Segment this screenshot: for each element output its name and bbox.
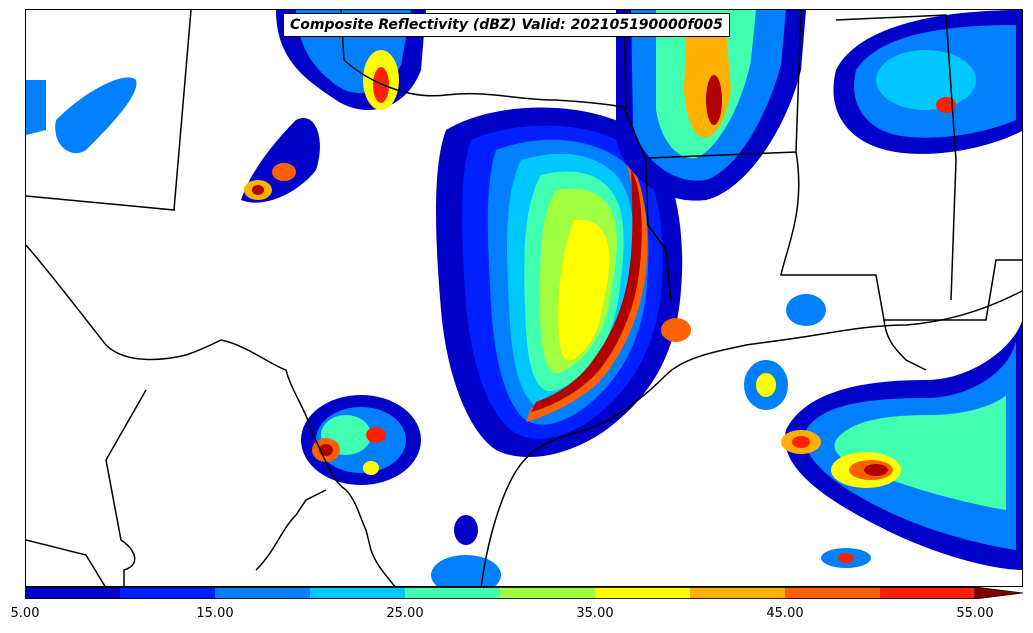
colorbar-segment	[690, 587, 786, 599]
colorbar	[25, 587, 1024, 599]
colorbar-segment	[595, 587, 691, 599]
map-title: Composite Reflectivity (dBZ) Valid: 2021…	[283, 13, 730, 37]
south-texas-cells	[301, 395, 421, 485]
colorbar-segment	[25, 587, 121, 599]
colorbar-outline	[25, 587, 976, 599]
texas-squall-line	[436, 107, 683, 458]
northern-cells	[276, 10, 806, 201]
colorbar-segment	[880, 587, 976, 599]
map-panel	[25, 9, 1023, 587]
northeast-cells	[833, 10, 1022, 154]
reflectivity-map	[26, 10, 1022, 586]
colorbar-segment	[310, 587, 406, 599]
western-cells	[26, 77, 826, 586]
colorbar-tick-label: 5.00	[10, 606, 40, 621]
colorbar-segment	[785, 587, 881, 599]
gulf-coast-cells	[744, 320, 1022, 570]
colorbar-tick-label: 15.00	[196, 606, 234, 621]
state-borders	[26, 10, 1022, 586]
colorbar-tick-label: 45.00	[766, 606, 804, 621]
colorbar-extend-arrow	[974, 587, 1024, 599]
colorbar-segment	[215, 587, 311, 599]
colorbar-tick-label: 35.00	[576, 606, 614, 621]
colorbar-segment	[500, 587, 596, 599]
colorbar-tick-label: 25.00	[386, 606, 424, 621]
colorbar-tick-label: 55.00	[956, 606, 994, 621]
colorbar-segment	[405, 587, 501, 599]
colorbar-segment	[120, 587, 216, 599]
